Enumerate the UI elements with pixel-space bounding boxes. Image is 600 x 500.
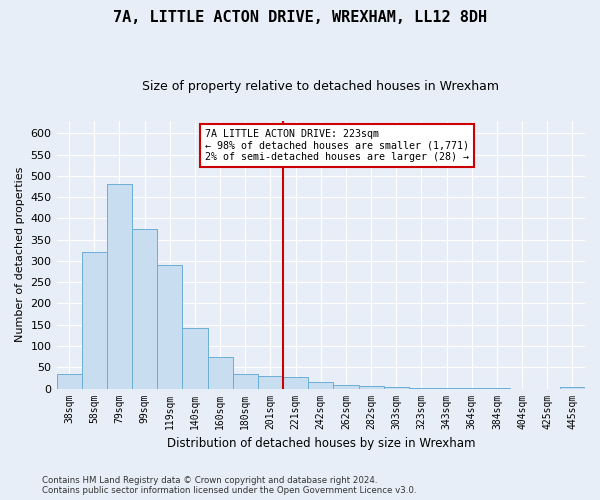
- Bar: [258, 376, 283, 388]
- Y-axis label: Number of detached properties: Number of detached properties: [15, 167, 25, 342]
- Bar: [233, 374, 258, 388]
- Bar: [56, 374, 82, 388]
- Bar: [107, 184, 132, 388]
- Bar: [283, 376, 308, 388]
- Bar: [182, 328, 208, 388]
- Text: 7A LITTLE ACTON DRIVE: 223sqm
← 98% of detached houses are smaller (1,771)
2% of: 7A LITTLE ACTON DRIVE: 223sqm ← 98% of d…: [205, 128, 469, 162]
- Bar: [308, 382, 334, 388]
- Text: 7A, LITTLE ACTON DRIVE, WREXHAM, LL12 8DH: 7A, LITTLE ACTON DRIVE, WREXHAM, LL12 8D…: [113, 10, 487, 25]
- Title: Size of property relative to detached houses in Wrexham: Size of property relative to detached ho…: [142, 80, 499, 93]
- Bar: [334, 385, 359, 388]
- Bar: [82, 252, 107, 388]
- X-axis label: Distribution of detached houses by size in Wrexham: Distribution of detached houses by size …: [167, 437, 475, 450]
- Bar: [359, 386, 383, 388]
- Bar: [208, 356, 233, 388]
- Bar: [132, 229, 157, 388]
- Text: Contains HM Land Registry data © Crown copyright and database right 2024.
Contai: Contains HM Land Registry data © Crown c…: [42, 476, 416, 495]
- Bar: [157, 265, 182, 388]
